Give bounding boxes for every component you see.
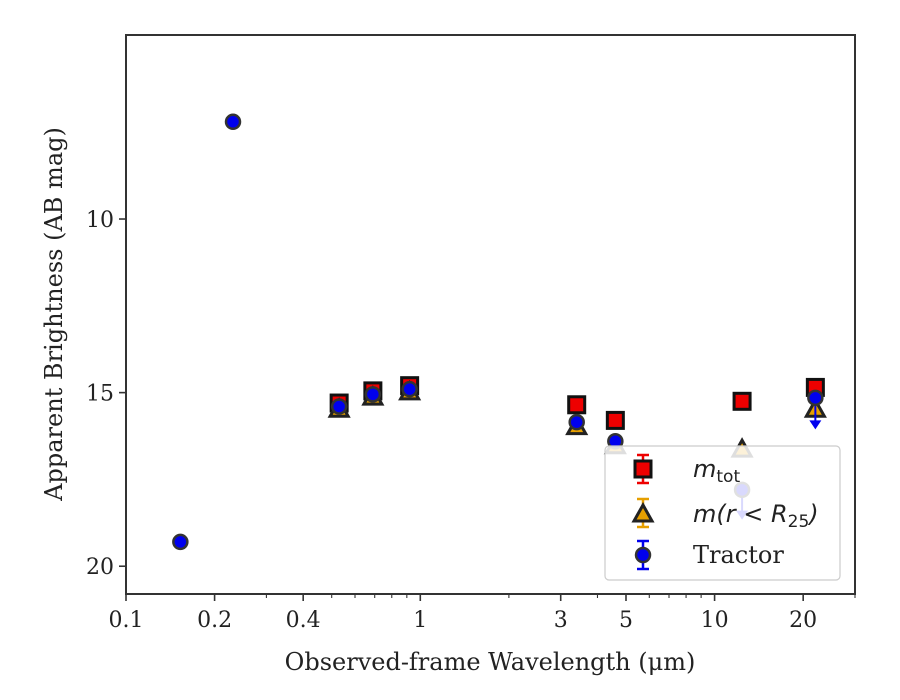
series-mtot: [329, 376, 825, 430]
x-axis: 0.1 0.2 0.4 1 3 5 10 20: [109, 594, 856, 633]
x-tick-label: 0.2: [197, 608, 232, 633]
legend: mtot m(r < R25) Tractor: [604, 445, 841, 581]
y-tick-label: 20: [86, 555, 114, 580]
x-tick-label: 0.4: [286, 608, 321, 633]
y-axis: 10 15 20: [86, 208, 126, 580]
x-tick-label: 5: [619, 608, 633, 633]
point-circle: [172, 533, 189, 551]
point-square: [567, 395, 587, 415]
y-axis-title: Apparent Brightness (AB mag): [40, 127, 68, 502]
legend-label-mtot-sub: tot: [716, 467, 740, 487]
x-tick-label: 1: [413, 608, 427, 633]
legend-box: [604, 445, 841, 581]
legend-label-mr25: m(r < R25): [693, 500, 819, 532]
point-circle: [330, 398, 348, 415]
point-circle: [568, 413, 585, 431]
upper-limit-arrow: [809, 420, 822, 430]
legend-item-mr25: m(r < R25): [631, 497, 819, 532]
y-tick-label: 15: [86, 382, 114, 407]
legend-marker-square: [633, 459, 653, 479]
y-tick-label: 10: [86, 208, 114, 233]
x-tick-label: 3: [554, 608, 568, 633]
point-square: [605, 410, 625, 430]
legend-label-mr25-main: m(r < R: [693, 500, 788, 528]
legend-marker-circle: [634, 546, 652, 564]
point-square: [732, 391, 752, 411]
x-axis-title: Observed-frame Wavelength (μm): [285, 648, 696, 676]
legend-marker-triangle: [631, 501, 655, 523]
point-circle: [401, 380, 418, 398]
legend-label-mtot-main: m: [693, 455, 716, 483]
legend-item-mtot: mtot: [633, 453, 740, 487]
x-tick-label: 20: [789, 608, 817, 633]
legend-label-mtot: mtot: [693, 455, 740, 487]
legend-label-tractor: Tractor: [693, 541, 784, 569]
x-tick-label: 0.1: [109, 608, 144, 633]
legend-label-mr25-sub: 25: [788, 512, 810, 532]
legend-item-tractor: Tractor: [634, 539, 784, 571]
x-tick-label: 10: [701, 608, 729, 633]
legend-label-mr25-close: ): [807, 500, 818, 528]
point-circle: [364, 386, 382, 403]
point-circle: [224, 113, 242, 131]
point-circle: [807, 389, 824, 407]
plot-frame: [125, 34, 856, 595]
